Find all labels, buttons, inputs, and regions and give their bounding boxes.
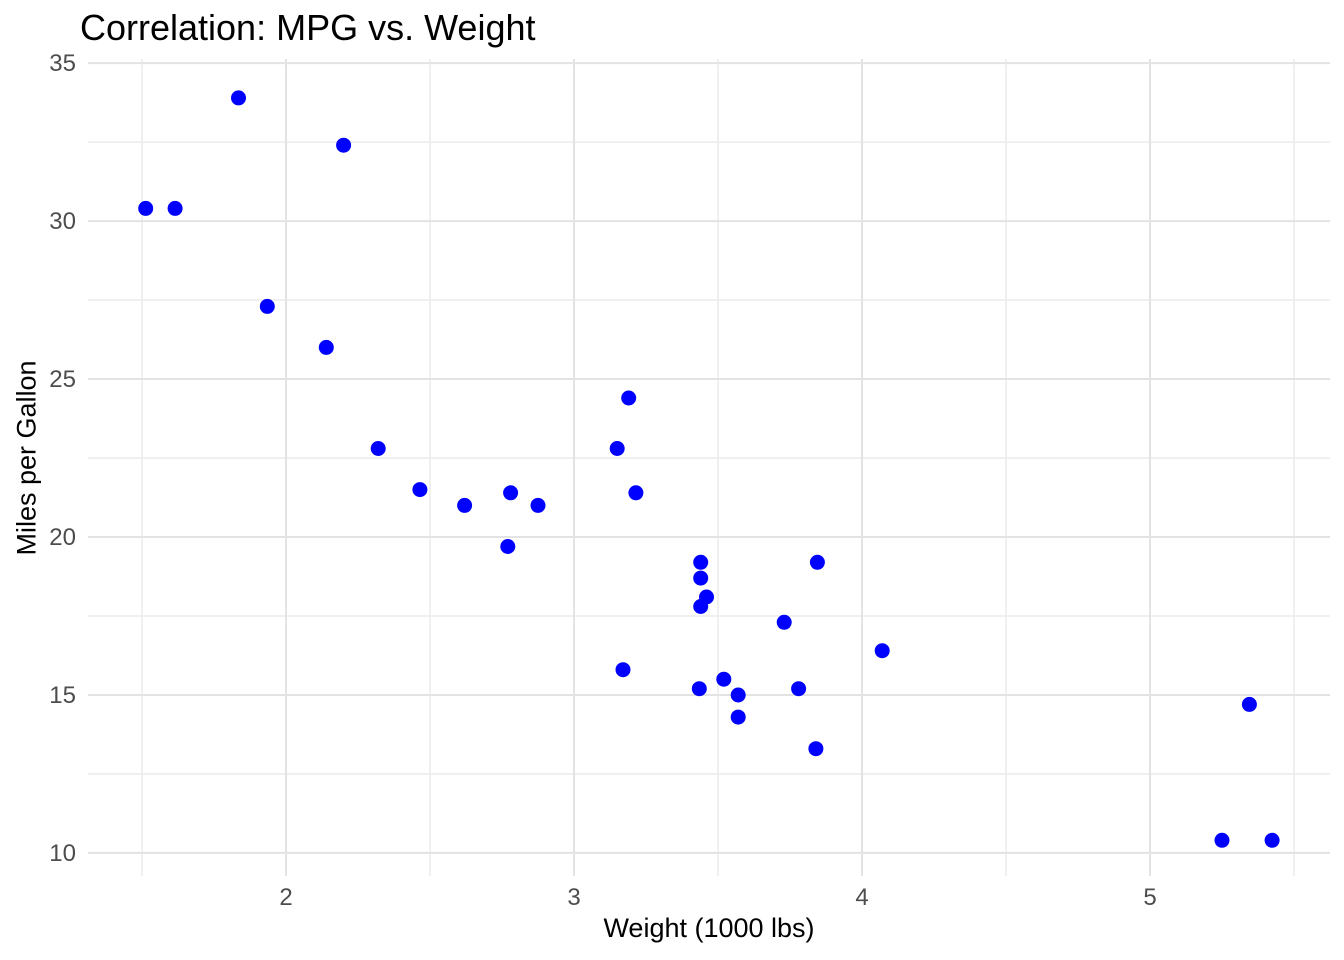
data-point — [874, 643, 890, 659]
data-point — [457, 497, 473, 513]
chart-title: Correlation: MPG vs. Weight — [80, 7, 536, 48]
data-point — [628, 485, 644, 501]
data-point — [693, 554, 709, 570]
data-point — [693, 570, 709, 586]
data-point — [609, 441, 625, 456]
data-point — [500, 539, 516, 554]
data-point — [167, 200, 183, 216]
data-point — [336, 137, 352, 153]
data-point — [1214, 832, 1230, 848]
y-axis-title: Miles per Gallon — [11, 360, 42, 556]
data-point — [318, 339, 334, 355]
x-tick-label: 5 — [1143, 884, 1156, 911]
data-point — [259, 298, 275, 314]
y-tick-label: 10 — [49, 840, 76, 867]
data-point — [791, 681, 807, 697]
y-tick-label: 15 — [49, 682, 76, 709]
gridlines-minor — [88, 59, 1330, 876]
data-point — [776, 614, 792, 630]
data-point — [530, 497, 546, 513]
x-axis-title: Weight (1000 lbs) — [603, 913, 815, 943]
data-points — [138, 90, 1280, 848]
y-tick-label: 35 — [49, 50, 76, 77]
data-point — [621, 390, 637, 406]
data-point — [231, 90, 246, 106]
x-tick-label: 4 — [855, 884, 868, 911]
data-point — [730, 687, 746, 703]
y-tick-label: 20 — [49, 524, 76, 551]
data-point — [809, 554, 825, 570]
data-point — [730, 709, 746, 725]
data-point — [691, 681, 707, 697]
data-point — [412, 482, 428, 498]
data-point — [716, 671, 732, 687]
data-point — [138, 200, 154, 216]
data-point — [370, 441, 386, 456]
data-point — [1241, 696, 1257, 712]
y-tick-labels: 10 15 20 25 30 35 — [49, 50, 76, 867]
data-point — [693, 599, 709, 614]
data-point — [503, 485, 519, 501]
gridlines-major — [88, 59, 1330, 876]
data-point — [615, 662, 631, 678]
x-tick-label: 3 — [567, 884, 580, 911]
data-point — [1264, 832, 1280, 848]
x-tick-label: 2 — [279, 884, 292, 911]
x-tick-labels: 2 3 4 5 — [279, 884, 1156, 911]
y-tick-label: 25 — [49, 366, 76, 393]
y-tick-label: 30 — [49, 208, 76, 235]
data-point — [808, 741, 824, 757]
